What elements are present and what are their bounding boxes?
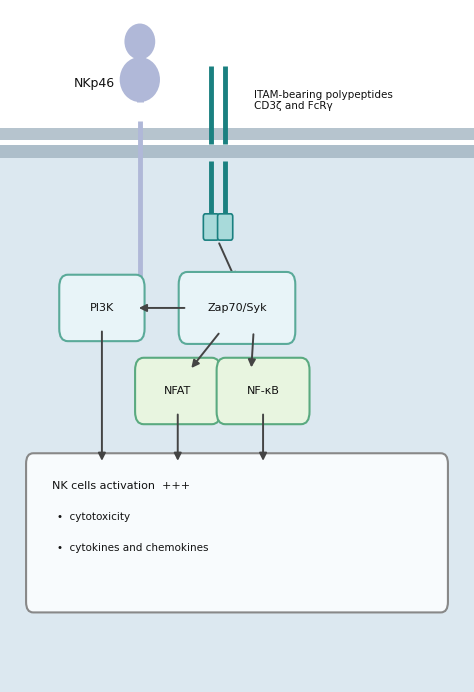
Ellipse shape [119,57,160,102]
FancyBboxPatch shape [203,214,219,240]
Bar [0,128,474,140]
Text: PI3K: PI3K [90,303,114,313]
Text: Zap70/Syk: Zap70/Syk [207,303,267,313]
Text: NK cells activation  +++: NK cells activation +++ [52,481,190,491]
Text: NFAT: NFAT [164,386,191,396]
Text: •  cytokines and chemokines: • cytokines and chemokines [57,543,209,553]
FancyBboxPatch shape [135,358,220,424]
FancyBboxPatch shape [26,453,448,612]
Text: •  cytotoxicity: • cytotoxicity [57,512,130,522]
Bar [0,0,474,128]
Bar [0,145,474,158]
FancyBboxPatch shape [217,358,310,424]
FancyBboxPatch shape [218,214,233,240]
FancyBboxPatch shape [179,272,295,344]
Text: NKp46: NKp46 [73,77,115,89]
Text: NF-κB: NF-κB [246,386,280,396]
FancyBboxPatch shape [59,275,145,341]
Ellipse shape [124,24,155,60]
Text: ITAM-bearing polypeptides
CD3ζ and FcRγ: ITAM-bearing polypeptides CD3ζ and FcRγ [254,89,392,111]
Bar [0,145,474,692]
